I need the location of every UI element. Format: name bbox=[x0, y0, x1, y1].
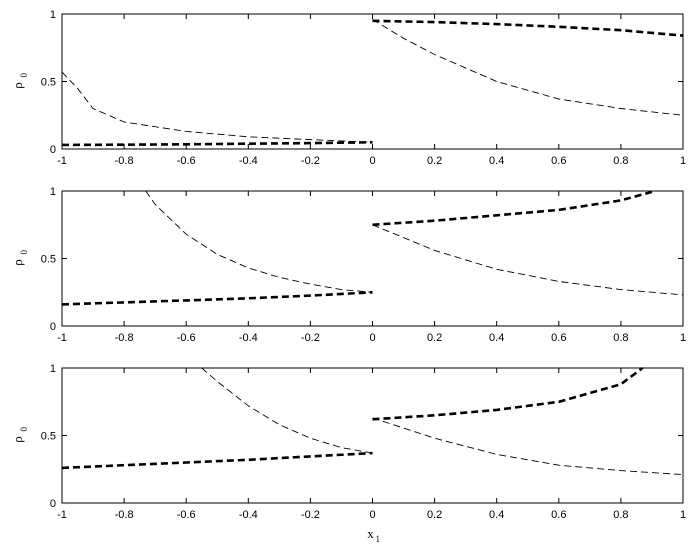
series-line-2 bbox=[372, 189, 656, 227]
x-tick-label: 1 bbox=[680, 332, 686, 344]
y-tick-label: 1 bbox=[50, 9, 56, 21]
plot-frame bbox=[61, 13, 684, 150]
y-tick-label: 0 bbox=[50, 498, 56, 510]
x-tick-label: 0.6 bbox=[551, 332, 566, 344]
x-tick-label: -1 bbox=[57, 509, 67, 521]
x-tick-label: 0.8 bbox=[613, 509, 628, 521]
x-tick-label: 0.6 bbox=[551, 155, 566, 167]
y-axis-label-text: ρ bbox=[10, 82, 25, 89]
x-tick-label: 0.4 bbox=[489, 509, 504, 521]
y-axis-label-subscript: 0 bbox=[19, 250, 29, 255]
series-line-3 bbox=[201, 367, 373, 454]
x-tick-label: 0.4 bbox=[489, 332, 504, 344]
x-tick-label: 0.8 bbox=[613, 155, 628, 167]
x-tick-label: -0.4 bbox=[239, 509, 258, 521]
chart-panel-3: -1 -0.8 -0.6 -0.4 -0.2 0 0.2 0.4 0.6 0.8 100.51ρ0x… bbox=[10, 363, 686, 544]
x-tick-label: 1 bbox=[680, 509, 686, 521]
series-line-4 bbox=[372, 224, 684, 296]
x-axis-label: x bbox=[367, 526, 374, 541]
x-tick-label: 0.2 bbox=[427, 509, 442, 521]
y-axis-label-subscript: 0 bbox=[19, 427, 29, 432]
y-axis-label: ρ0 bbox=[10, 73, 29, 89]
y-axis-label-text: ρ bbox=[10, 259, 25, 266]
y-axis-label-text: ρ bbox=[10, 436, 25, 443]
x-tick-label: -0.8 bbox=[115, 332, 134, 344]
y-tick-label: 0 bbox=[50, 321, 56, 333]
x-tick-label: 0.2 bbox=[427, 155, 442, 167]
plot-frame bbox=[61, 190, 684, 327]
series-line-4 bbox=[372, 417, 684, 476]
x-tick-label: -0.2 bbox=[301, 155, 320, 167]
x-tick-label: -0.8 bbox=[115, 509, 134, 521]
y-axis-label: ρ0 bbox=[10, 427, 29, 443]
series-line-1 bbox=[61, 451, 373, 470]
series-line-4 bbox=[372, 19, 684, 116]
series-line-3 bbox=[145, 190, 373, 293]
y-tick-label: 0.5 bbox=[41, 431, 56, 443]
x-axis-label-subscript: 1 bbox=[376, 534, 381, 544]
x-tick-label: 0.2 bbox=[427, 332, 442, 344]
y-tick-label: 1 bbox=[50, 186, 56, 198]
x-tick-label: 0.6 bbox=[551, 509, 566, 521]
x-tick-label: 0 bbox=[369, 332, 375, 344]
x-tick-label: -0.2 bbox=[301, 509, 320, 521]
x-tick-label: 0.8 bbox=[613, 332, 628, 344]
x-tick-label: -0.2 bbox=[301, 332, 320, 344]
x-tick-label: -0.6 bbox=[177, 332, 196, 344]
series-line-1 bbox=[61, 141, 373, 147]
x-tick-label: -0.4 bbox=[239, 332, 258, 344]
series-line-2 bbox=[372, 19, 684, 37]
y-tick-label: 1 bbox=[50, 363, 56, 375]
y-axis-label: ρ0 bbox=[10, 250, 29, 266]
x-tick-label: 1 bbox=[680, 155, 686, 167]
y-tick-label: 0.5 bbox=[41, 77, 56, 89]
series-line-1 bbox=[61, 291, 373, 306]
x-tick-label: 0 bbox=[369, 509, 375, 521]
plot-frame bbox=[61, 367, 684, 504]
x-tick-label: -0.4 bbox=[239, 155, 258, 167]
x-tick-label: -0.6 bbox=[177, 509, 196, 521]
y-axis-label-subscript: 0 bbox=[19, 73, 29, 78]
y-tick-label: 0 bbox=[50, 144, 56, 156]
x-tick-label: -0.6 bbox=[177, 155, 196, 167]
y-tick-label: 0.5 bbox=[41, 254, 56, 266]
x-tick-label: 0.4 bbox=[489, 155, 504, 167]
x-tick-label: 0 bbox=[369, 155, 375, 167]
series-line-3 bbox=[61, 71, 373, 143]
series-line-2 bbox=[372, 366, 644, 421]
x-tick-label: -0.8 bbox=[115, 155, 134, 167]
x-tick-label: -1 bbox=[57, 332, 67, 344]
x-tick-label: -1 bbox=[57, 155, 67, 167]
